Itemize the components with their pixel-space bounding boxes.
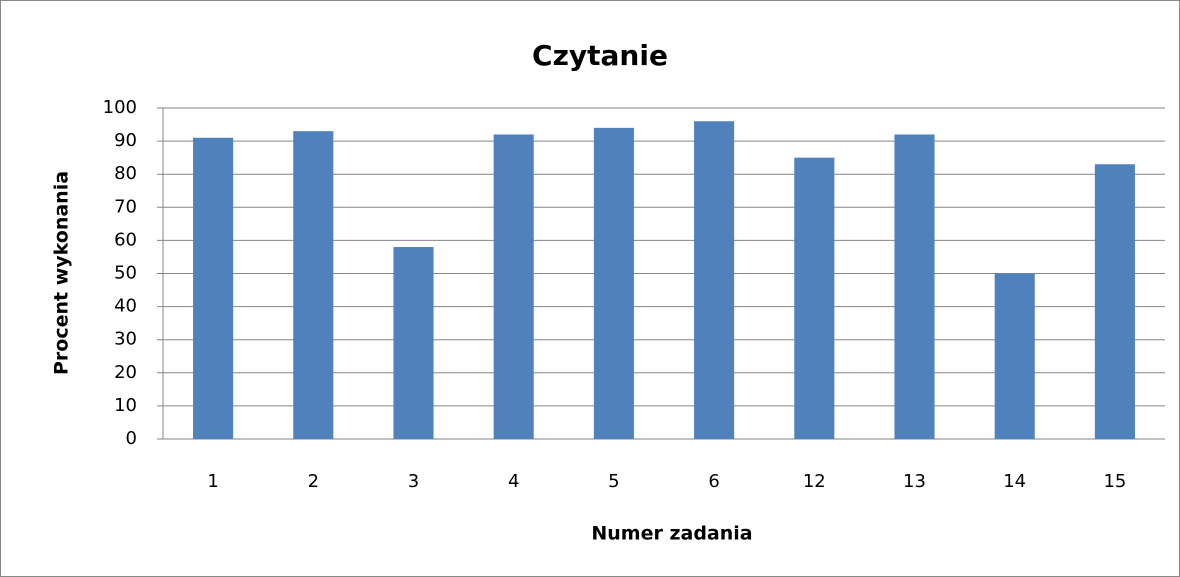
y-axis-title: Procent wykonania	[51, 171, 73, 375]
bar	[493, 134, 534, 440]
bar	[994, 273, 1035, 439]
y-tick-label: 80	[114, 163, 137, 184]
x-tick-label: 13	[903, 471, 926, 492]
x-tick-label: 15	[1103, 471, 1126, 492]
bar	[193, 137, 234, 440]
y-tick-label: 70	[114, 196, 137, 217]
bar	[1094, 164, 1135, 439]
bar	[293, 131, 334, 440]
x-tick-label: 6	[708, 471, 719, 492]
y-tick-label: 100	[103, 97, 137, 118]
x-tick-label: 1	[207, 471, 218, 492]
x-tick-label: 2	[308, 471, 319, 492]
x-tick-label: 3	[408, 471, 419, 492]
y-tick-label: 60	[114, 229, 137, 250]
y-tick-label: 50	[114, 263, 137, 284]
x-tick-label: 5	[608, 471, 619, 492]
x-axis-title: Numer zadania	[591, 523, 752, 545]
x-tick-label: 4	[508, 471, 519, 492]
chart-title: Czytanie	[532, 39, 668, 72]
bar	[593, 127, 634, 440]
y-tick-label: 10	[114, 395, 137, 416]
x-tick-label: 12	[803, 471, 826, 492]
bar	[694, 121, 735, 440]
bar	[894, 134, 935, 440]
bar	[393, 247, 434, 439]
y-tick-label: 20	[114, 362, 137, 383]
x-tick-label: 14	[1003, 471, 1026, 492]
y-tick-label: 90	[114, 130, 137, 151]
bar	[794, 157, 835, 439]
y-tick-label: 40	[114, 296, 137, 317]
y-tick-label: 30	[114, 329, 137, 350]
y-tick-label: 0	[126, 428, 137, 449]
